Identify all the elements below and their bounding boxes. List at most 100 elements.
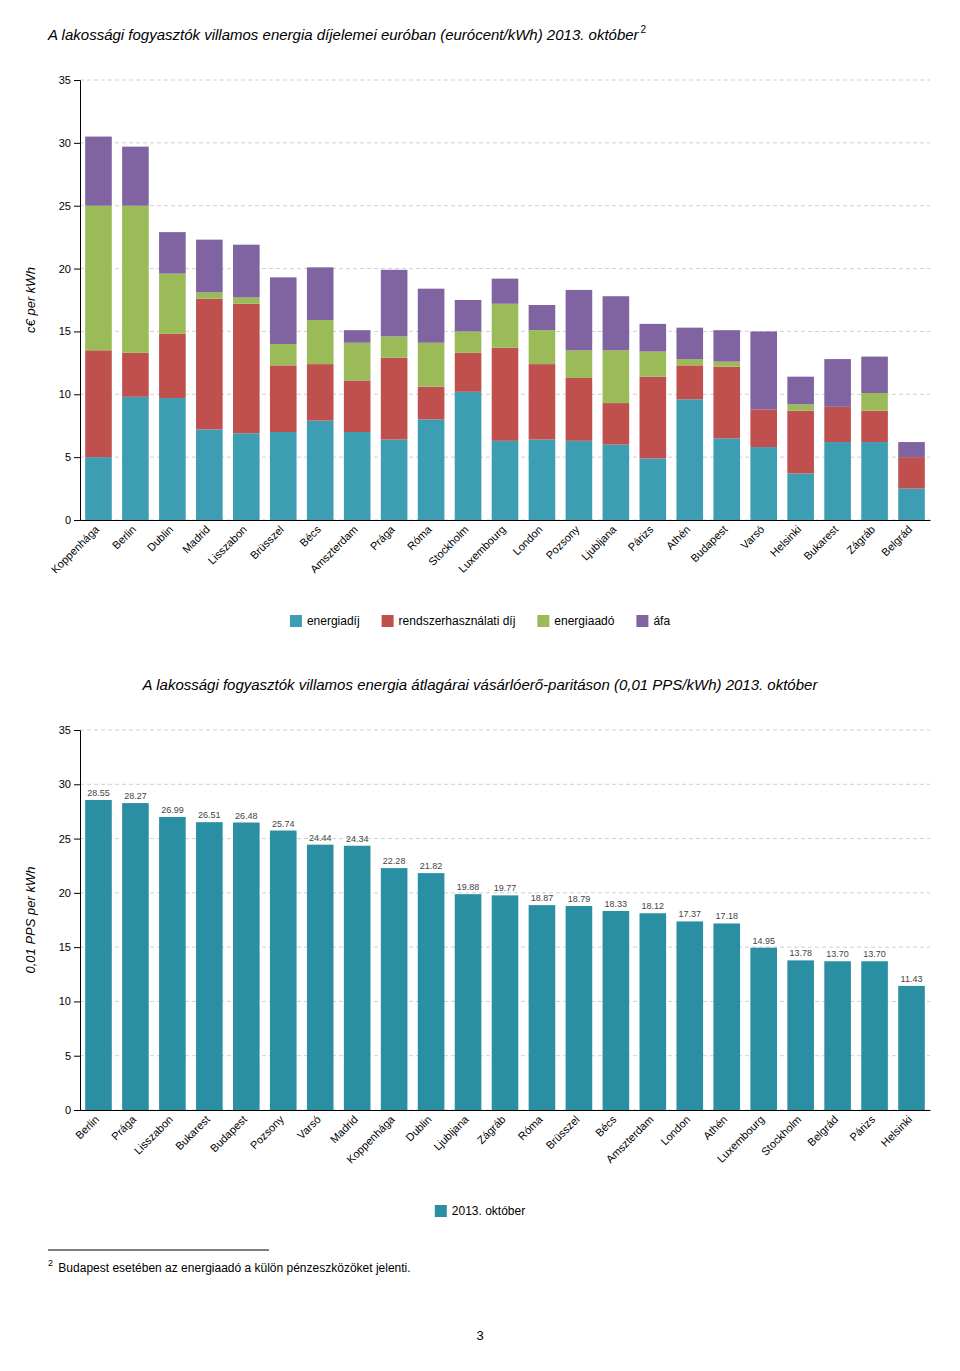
y-axis-title: c€ per kWh: [23, 267, 38, 333]
x-tick: Belgrád: [805, 1110, 840, 1148]
tick-label: Bécs: [297, 523, 323, 549]
x-tick: Pozsony: [543, 520, 582, 561]
data-label: 24.34: [346, 834, 369, 844]
x-tick: Brüsszel: [543, 1110, 581, 1151]
bar-segment: [861, 393, 888, 411]
x-axis: KoppenhágaBerlinDublinMadridLisszabonBrü…: [49, 520, 931, 576]
legend-item: áfa: [636, 614, 670, 628]
bar: [750, 948, 777, 1110]
legend-swatch: [435, 1205, 447, 1217]
bar-segment: [85, 206, 112, 351]
tick-label: Luxembourg: [715, 1113, 767, 1165]
bar-segment: [676, 365, 703, 399]
bar-series: [85, 800, 925, 1110]
tick-mark: [74, 520, 80, 521]
bar-segment: [640, 324, 667, 352]
y-tick: 30: [59, 778, 80, 790]
bar-segment: [566, 441, 593, 520]
tick-label: Zágráb: [844, 523, 877, 556]
tick-mark: [74, 269, 80, 270]
bar-segment: [713, 330, 740, 361]
tick-label: Zágráb: [475, 1113, 508, 1146]
tick-mark: [74, 80, 80, 81]
bar-segment: [898, 457, 925, 488]
bar: [824, 961, 851, 1110]
grid-line: [80, 142, 930, 143]
tick-label: Ljubljana: [579, 522, 619, 562]
bar-segment: [529, 440, 556, 520]
bar-segment: [122, 206, 149, 353]
tick-label: Párizs: [625, 523, 655, 553]
bar-segment: [566, 378, 593, 441]
tick-mark: [74, 893, 80, 894]
tick-label: 25: [59, 200, 71, 212]
tick-label: 30: [59, 137, 71, 149]
legend: energiadíjrendszerhasználati díjenergiaa…: [290, 614, 671, 628]
bar: [603, 911, 630, 1110]
y-tick: 0: [65, 514, 80, 526]
tick-mark: [74, 947, 80, 948]
bar-segment: [492, 279, 519, 304]
bar-segment: [750, 331, 777, 409]
legend-item: energiaadó: [537, 614, 614, 628]
bar-segment: [529, 305, 556, 330]
bar-segment: [159, 274, 186, 334]
tick-label: Koppenhága: [344, 1112, 397, 1165]
x-tick: Ljubljana: [579, 520, 619, 563]
bar-segment: [418, 343, 445, 387]
axis-line: [74, 731, 81, 1111]
tick-label: Helsinki: [879, 1113, 915, 1149]
grid: [80, 730, 930, 1110]
bar-segment: [418, 387, 445, 420]
x-tick: Prága: [368, 520, 398, 552]
bar-segment: [529, 364, 556, 439]
tick-label: 10: [59, 388, 71, 400]
bar-segment: [492, 348, 519, 441]
bar-segment: [381, 440, 408, 520]
bar-segment: [529, 330, 556, 364]
data-label: 13.70: [863, 949, 886, 959]
bar: [787, 960, 814, 1110]
bar: [492, 895, 519, 1110]
tick-label: Ljubljana: [431, 1112, 471, 1152]
bar-segment: [307, 364, 334, 421]
bar-segment: [381, 336, 408, 357]
x-tick: Luxembourg: [715, 1110, 767, 1165]
marks: [85, 137, 925, 520]
x-tick: Athén: [701, 1110, 730, 1142]
x-tick: Budapest: [208, 1110, 249, 1154]
legend-swatch: [290, 615, 302, 627]
data-label: 28.27: [124, 791, 147, 801]
x-tick: Bécs: [593, 1110, 619, 1139]
bar-segment: [270, 277, 297, 344]
bar-segment: [307, 421, 334, 520]
tick-label: Prága: [368, 522, 398, 552]
legend-item: 2013. október: [435, 1204, 525, 1218]
x-tick: Belgrád: [879, 520, 914, 558]
tick-label: Lisszabon: [132, 1113, 176, 1157]
tick-label: Róma: [515, 1112, 545, 1142]
grid: [80, 80, 930, 520]
x-tick: Varsó: [295, 1110, 323, 1141]
x-tick: Pozsony: [248, 1110, 287, 1151]
bar-segment: [492, 304, 519, 348]
tick-label: Róma: [405, 522, 435, 552]
tick-label: 0: [65, 514, 71, 526]
data-label: 18.12: [642, 901, 665, 911]
tick-label: Brüsszel: [543, 1113, 581, 1151]
legend-label: energiadíj: [307, 614, 360, 628]
x-tick: Prága: [109, 1110, 139, 1142]
x-tick: Bukarest: [801, 520, 840, 562]
tick-label: Varsó: [295, 1113, 323, 1141]
tick-label: Stockholm: [759, 1113, 804, 1158]
bar-segment: [455, 392, 482, 520]
marks: [85, 800, 925, 1110]
tick-label: 25: [59, 833, 71, 845]
tick-label: Brüsszel: [248, 523, 286, 561]
legend-item: energiadíj: [290, 614, 360, 628]
tick-label: Berlin: [73, 1113, 101, 1141]
bar-segment: [196, 240, 223, 293]
y-axis: 05101520253035: [59, 724, 81, 1116]
bar-segment: [344, 343, 371, 381]
bar-segment: [787, 411, 814, 474]
